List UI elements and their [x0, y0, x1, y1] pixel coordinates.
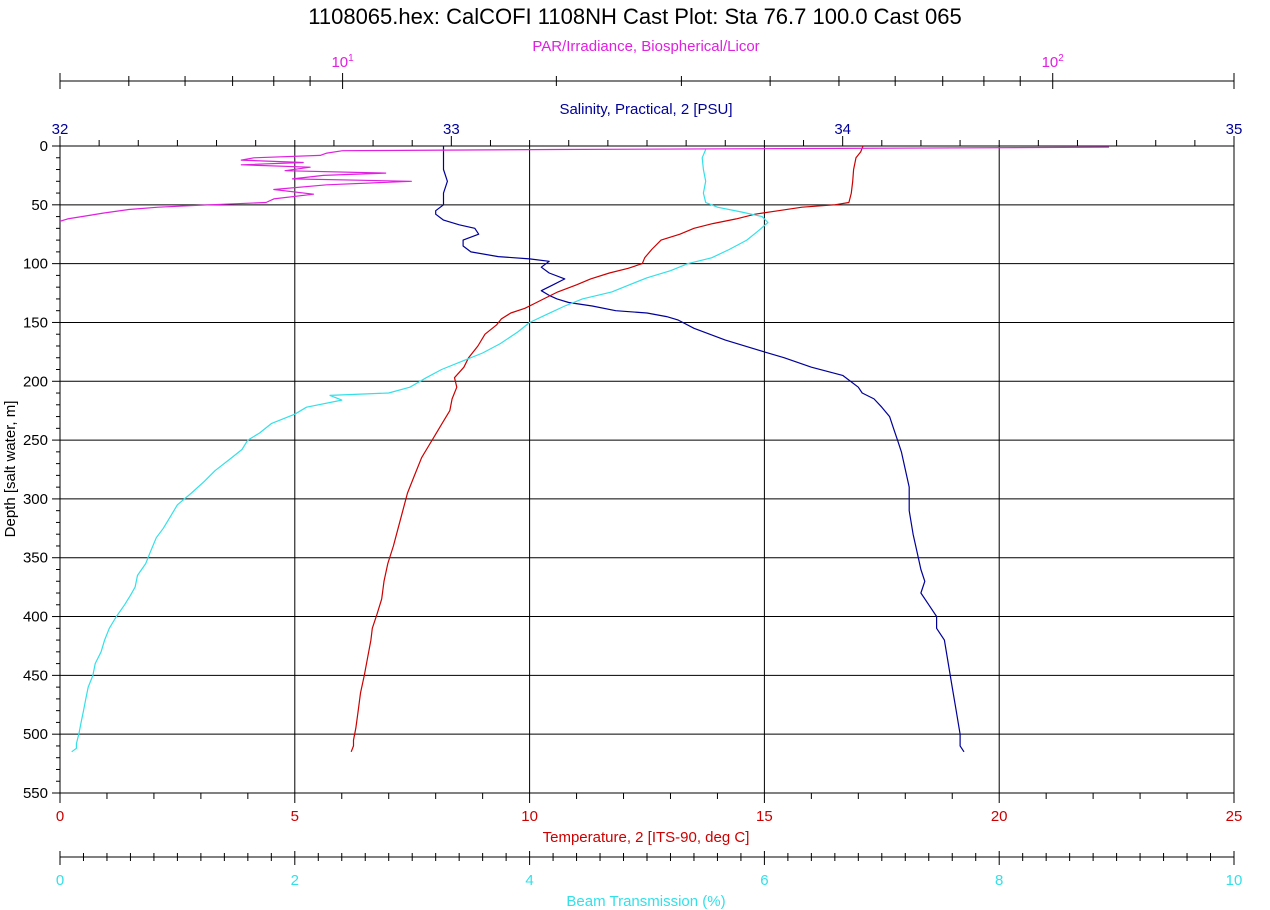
series-layer: [60, 146, 1110, 753]
temperature-axis-label: Temperature, 2 [ITS-90, deg C]: [543, 829, 750, 846]
depth-tick-label-0: 0: [40, 138, 48, 155]
salinity-tick-label-32: 32: [52, 121, 69, 138]
depth-tick-label-450: 450: [23, 667, 48, 684]
grid-layer: [59, 145, 1235, 794]
temp-tick-label-0: 0: [56, 808, 64, 825]
series-line-temperature: [350, 146, 864, 753]
beam-tick-label-4: 4: [525, 872, 533, 889]
beam-tick-label-10: 10: [1226, 872, 1243, 889]
depth-tick-label-400: 400: [23, 609, 48, 626]
temp-tick-label-10: 10: [521, 808, 538, 825]
salinity-tick-label-33: 33: [443, 121, 460, 138]
par-tick-label-100: 102: [1042, 53, 1065, 71]
par-tick-label-10: 101: [331, 53, 354, 71]
series-line-beam: [71, 149, 769, 753]
depth-tick-label-350: 350: [23, 550, 48, 567]
beam-tick-label-8: 8: [995, 872, 1003, 889]
temp-tick-label-25: 25: [1226, 808, 1243, 825]
beam-tick-label-2: 2: [291, 872, 299, 889]
salinity-axis-label: Salinity, Practical, 2 [PSU]: [559, 101, 732, 118]
depth-axis-label: Depth [salt water, m]: [2, 401, 19, 538]
depth-tick-label-200: 200: [23, 373, 48, 390]
temp-tick-label-20: 20: [991, 808, 1008, 825]
depth-tick-label-300: 300: [23, 491, 48, 508]
beam-tick-label-0: 0: [56, 872, 64, 889]
depth-tick-label-500: 500: [23, 726, 48, 743]
beam-axis-label: Beam Transmission (%): [566, 893, 725, 910]
beam-tick-label-6: 6: [760, 872, 768, 889]
series-line-salinity: [435, 146, 965, 753]
salinity-tick-label-35: 35: [1226, 121, 1243, 138]
depth-tick-label-150: 150: [23, 314, 48, 331]
depth-tick-label-100: 100: [23, 256, 48, 273]
depth-tick-label-50: 50: [31, 197, 48, 214]
depth-tick-label-550: 550: [23, 785, 48, 802]
temp-tick-label-5: 5: [291, 808, 299, 825]
chart-title: 1108065.hex: CalCOFI 1108NH Cast Plot: S…: [308, 4, 961, 29]
depth-tick-label-250: 250: [23, 432, 48, 449]
salinity-tick-label-34: 34: [834, 121, 851, 138]
par-axis-label: PAR/Irradiance, Biospherical/Licor: [532, 38, 759, 55]
temp-tick-label-15: 15: [756, 808, 773, 825]
series-line-par: [60, 146, 1110, 222]
